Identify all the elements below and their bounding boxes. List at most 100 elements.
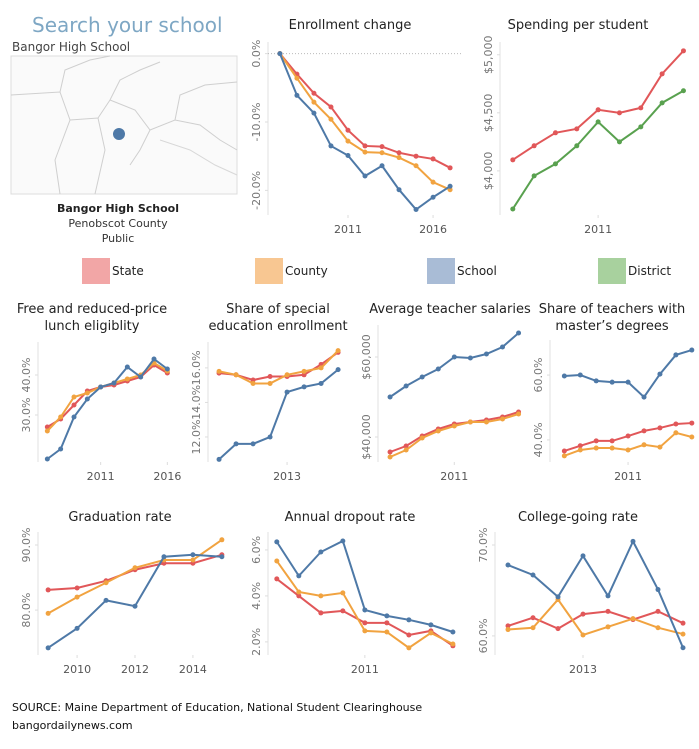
- data-point: [335, 367, 341, 373]
- data-point: [580, 632, 586, 638]
- data-point: [216, 456, 222, 462]
- data-point: [84, 396, 90, 402]
- data-point: [387, 449, 393, 455]
- data-point: [45, 645, 51, 651]
- data-point: [403, 443, 409, 449]
- series-line: [46, 361, 168, 432]
- data-point: [340, 538, 346, 544]
- data-point: [625, 447, 631, 453]
- chart-title: Share of teachers with master’s degrees: [538, 302, 686, 334]
- chart-title: Graduation rate: [68, 510, 172, 525]
- data-point: [641, 428, 647, 434]
- data-point: [580, 553, 586, 559]
- data-point: [296, 593, 302, 599]
- chart-title: Free and reduced-price lunch eligiblity: [16, 302, 168, 334]
- data-point: [396, 187, 402, 193]
- x-tick-label: 2011: [440, 470, 468, 483]
- data-point: [311, 110, 317, 116]
- data-point: [561, 448, 567, 454]
- data-point: [58, 446, 64, 452]
- data-point: [340, 608, 346, 614]
- data-point: [71, 394, 77, 400]
- data-point: [510, 206, 516, 212]
- data-point: [483, 351, 489, 357]
- data-point: [301, 372, 307, 378]
- data-point: [318, 380, 324, 386]
- data-point: [233, 441, 239, 447]
- data-point: [362, 173, 368, 179]
- y-tick-label: 60.0%: [532, 358, 545, 393]
- data-point: [577, 443, 583, 449]
- data-point: [233, 372, 239, 378]
- data-point: [190, 557, 196, 563]
- data-point: [428, 630, 434, 636]
- data-point: [406, 617, 412, 623]
- data-point: [164, 366, 170, 372]
- data-point: [403, 447, 409, 453]
- x-tick-label: 2016: [153, 470, 181, 483]
- data-point: [680, 48, 686, 54]
- map-type: Public: [102, 232, 135, 245]
- data-point: [500, 344, 506, 350]
- data-point: [45, 610, 51, 616]
- data-point: [362, 149, 368, 155]
- data-point: [284, 389, 290, 395]
- data-point: [219, 554, 225, 560]
- data-point: [294, 75, 300, 81]
- data-point: [467, 355, 473, 361]
- x-tick-label: 2011: [87, 470, 115, 483]
- data-point: [655, 608, 661, 614]
- data-point: [451, 423, 457, 429]
- data-point: [638, 105, 644, 111]
- data-point: [296, 573, 302, 579]
- data-point: [387, 394, 393, 400]
- chart-title: College-going rate: [517, 510, 639, 525]
- x-tick-label: 2011: [614, 470, 642, 483]
- series-line: [47, 538, 223, 615]
- data-point: [680, 645, 686, 651]
- data-point: [328, 143, 334, 149]
- legend-swatch: [598, 258, 626, 284]
- data-point: [609, 445, 615, 451]
- data-point: [396, 150, 402, 156]
- data-point: [435, 366, 441, 372]
- data-point: [311, 99, 317, 105]
- data-point: [510, 157, 516, 163]
- data-point: [132, 603, 138, 609]
- y-tick-label: $4,000: [482, 152, 495, 191]
- data-point: [84, 390, 90, 396]
- data-point: [638, 124, 644, 130]
- data-point: [74, 594, 80, 600]
- data-point: [267, 374, 273, 380]
- data-point: [219, 537, 225, 543]
- data-point: [530, 572, 536, 578]
- series-line: [507, 610, 684, 630]
- data-point: [132, 565, 138, 571]
- y-tick-label: $40,000: [360, 414, 373, 460]
- data-point: [561, 373, 567, 379]
- data-point: [552, 130, 558, 136]
- data-point: [451, 354, 457, 360]
- data-point: [450, 641, 456, 647]
- data-point: [384, 629, 390, 635]
- data-point: [311, 90, 317, 96]
- data-point: [531, 143, 537, 149]
- y-tick-label: 90.0%: [20, 528, 33, 563]
- data-point: [657, 371, 663, 377]
- data-point: [138, 374, 144, 380]
- map-school: Bangor High School: [57, 202, 179, 215]
- data-point: [605, 624, 611, 630]
- x-tick-label: 2013: [569, 663, 597, 676]
- y-tick-label: 12.0%: [190, 419, 203, 454]
- data-point: [419, 435, 425, 441]
- series-line: [218, 349, 339, 385]
- data-point: [384, 620, 390, 626]
- data-point: [284, 372, 290, 378]
- chart-title: Share of special education enrollment: [208, 302, 348, 334]
- data-point: [577, 447, 583, 453]
- data-point: [74, 585, 80, 591]
- series-line: [48, 553, 223, 591]
- series-line: [564, 349, 693, 399]
- series-line: [46, 363, 168, 428]
- data-point: [605, 593, 611, 599]
